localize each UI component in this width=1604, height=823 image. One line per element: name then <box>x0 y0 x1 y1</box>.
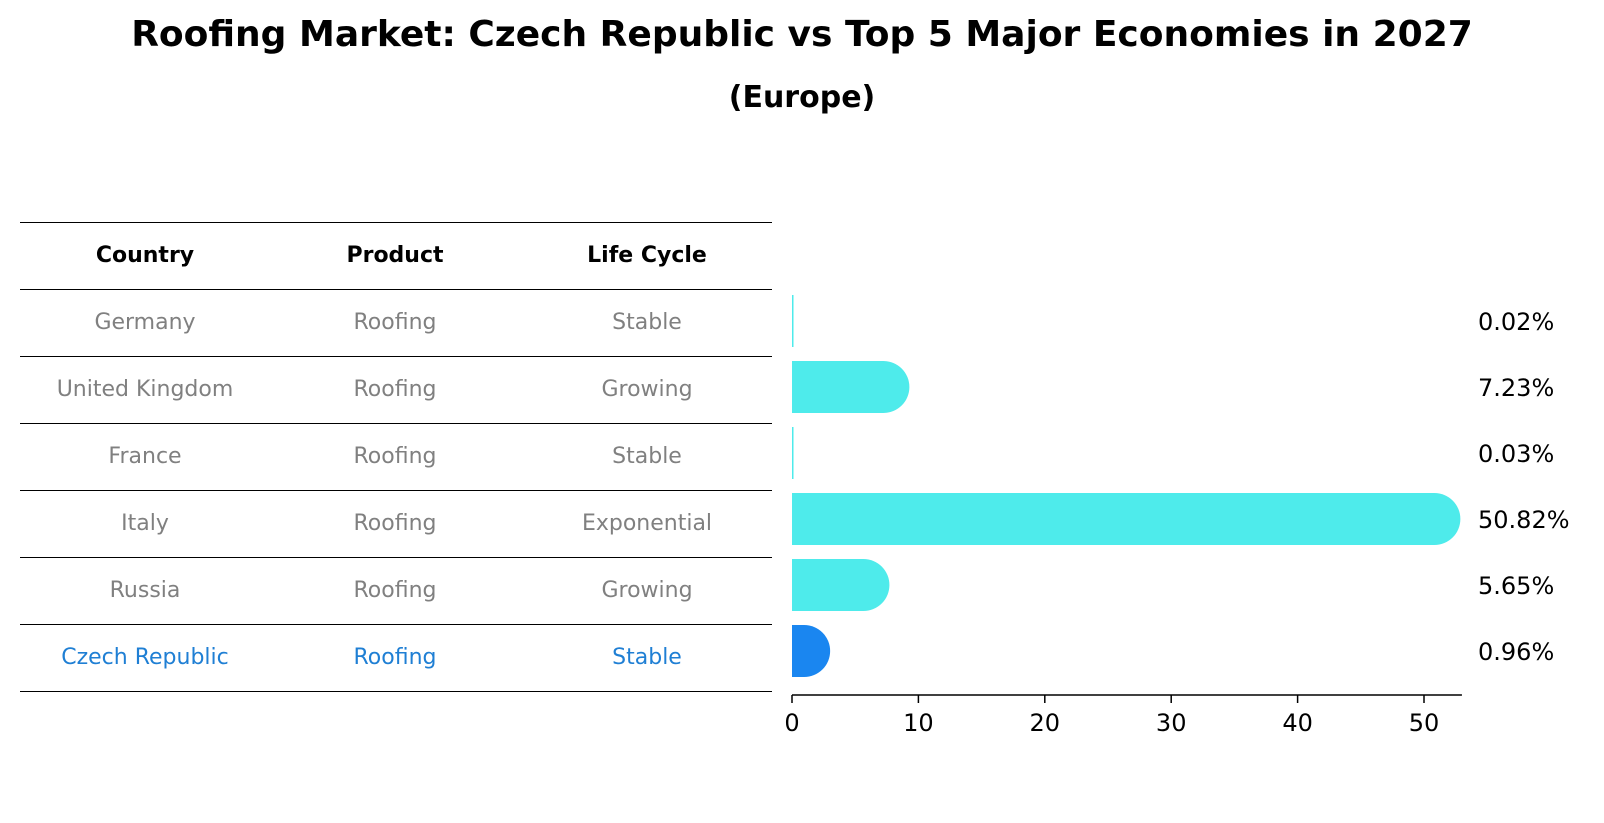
cell-life-cycle: Growing <box>601 578 693 603</box>
table-row-highlight: Czech Republic Roofing Stable <box>20 624 772 692</box>
bar-germany <box>792 295 794 347</box>
x-tick-label: 30 <box>1156 709 1187 737</box>
table-row: Germany Roofing Stable <box>20 289 772 356</box>
market-table: Country Product Life Cycle Germany Roofi… <box>20 222 772 692</box>
cell-country: United Kingdom <box>56 377 234 402</box>
bar-united-kingdom <box>792 361 910 413</box>
bar-italy <box>792 493 1461 545</box>
header-product: Product <box>346 243 444 268</box>
table-row: France Roofing Stable <box>20 423 772 490</box>
header-country: Country <box>95 243 195 268</box>
chart-subtitle: (Europe) <box>728 80 876 115</box>
cell-product: Roofing <box>353 377 437 402</box>
x-tick-label: 10 <box>903 709 934 737</box>
bar-france <box>792 427 794 479</box>
x-axis-ticks: 0 10 20 30 40 50 <box>784 695 1439 737</box>
cell-life-cycle: Stable <box>612 310 682 335</box>
cell-life-cycle: Stable <box>612 645 682 670</box>
cell-life-cycle: Growing <box>601 377 693 402</box>
table-row: Russia Roofing Growing <box>20 557 772 624</box>
cell-country: Czech Republic <box>61 645 229 670</box>
data-label: 0.96% <box>1478 638 1554 666</box>
data-label: 50.82% <box>1478 506 1570 534</box>
cell-product: Roofing <box>353 310 437 335</box>
cell-life-cycle: Stable <box>612 444 682 469</box>
data-label: 5.65% <box>1478 572 1554 600</box>
bars-group <box>792 295 1461 677</box>
header-life-cycle: Life Cycle <box>587 243 707 268</box>
data-label: 0.03% <box>1478 440 1554 468</box>
data-label: 0.02% <box>1478 308 1554 336</box>
cell-country: Italy <box>121 511 169 536</box>
bar-czech-republic <box>792 625 831 677</box>
data-label: 7.23% <box>1478 374 1554 402</box>
data-labels-group: 0.02% 7.23% 0.03% 50.82% 5.65% 0.96% <box>1478 308 1570 666</box>
x-tick-label: 40 <box>1282 709 1313 737</box>
x-tick-label: 0 <box>784 709 799 737</box>
cell-product: Roofing <box>353 578 437 603</box>
bar-russia <box>792 559 890 611</box>
table-row: United Kingdom Roofing Growing <box>20 356 772 423</box>
x-tick-label: 20 <box>1030 709 1061 737</box>
table-header-row: Country Product Life Cycle <box>20 222 772 289</box>
cell-country: France <box>108 444 182 469</box>
chart-title: Roofing Market: Czech Republic vs Top 5 … <box>131 14 1473 55</box>
cell-product: Roofing <box>353 511 437 536</box>
table-row: Italy Roofing Exponential <box>20 490 772 557</box>
x-tick-label: 50 <box>1409 709 1440 737</box>
cell-country: Germany <box>94 310 196 335</box>
cell-product: Roofing <box>353 645 437 670</box>
cell-country: Russia <box>109 578 181 603</box>
cell-life-cycle: Exponential <box>581 511 713 536</box>
cell-product: Roofing <box>353 444 437 469</box>
